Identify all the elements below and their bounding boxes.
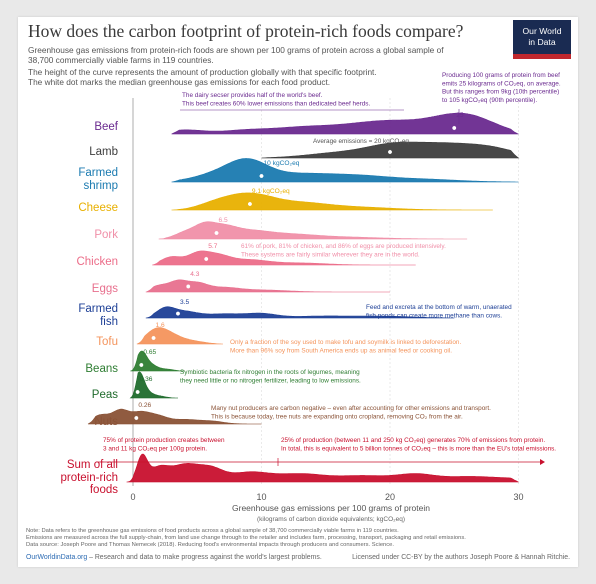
density-curve	[171, 192, 493, 211]
row-label: Eggs	[92, 283, 118, 295]
annotation-tofu: Only a fraction of the soy used to make …	[230, 339, 461, 346]
row-label: Pork	[94, 229, 118, 241]
row-label: foods	[90, 484, 118, 496]
median-label: 0.36	[140, 376, 153, 383]
annotation-beans: they need little or no nitrogen fertiliz…	[180, 377, 361, 384]
median-dot	[203, 256, 209, 262]
subtitle-line: Greenhouse gas emissions from protein-ri…	[28, 45, 444, 55]
row-label: Tofu	[96, 336, 118, 348]
row-label: Sum of all	[67, 459, 118, 471]
x-axis-label: Greenhouse gas emissions per 100 grams o…	[232, 503, 430, 513]
site-tagline: – Research and data to make progress aga…	[87, 554, 322, 561]
annotation-tofu: More than 96% soy from South America end…	[230, 347, 452, 354]
x-tick-label: 10	[256, 492, 266, 502]
sum-range-arrow	[540, 459, 545, 465]
logo-accent-bar	[513, 54, 571, 59]
annotation-pork: These systems are fairly similar whereve…	[241, 251, 420, 258]
row-label: Cheese	[78, 202, 118, 214]
annotation-beans: Symbiotic bacteria fix nitrogen in the r…	[180, 369, 360, 376]
median-dot	[387, 149, 393, 155]
subtitle-line: The white dot marks the median greenhous…	[28, 77, 331, 87]
median-dot	[214, 230, 219, 236]
density-curve	[158, 221, 468, 240]
annotation-beef: emits 25 kilograms of CO₂eq, on average.	[442, 80, 561, 87]
row-label: protein-rich	[60, 472, 118, 484]
footer-note: Data source: Joseph Poore and Thomas Nem…	[26, 542, 395, 548]
median-dot	[185, 284, 191, 289]
annotation-sum-right: 25% of production (between 11 and 250 kg…	[281, 437, 545, 444]
annotation-sum-left: 75% of protein production creates betwee…	[103, 437, 225, 444]
median-dot	[135, 389, 141, 395]
license-text: Licensed under CC-BY by the authors Jose…	[352, 554, 570, 561]
footer-note: Emissions are measured across the full s…	[26, 535, 466, 541]
annotation-beef: But this ranges from 9kg (10th percentil…	[442, 89, 559, 96]
median-dot	[133, 415, 139, 421]
median-label: 0.65	[143, 349, 156, 356]
median-dot	[151, 335, 157, 341]
row-label: Beans	[85, 363, 118, 375]
median-label: 5.7	[208, 243, 217, 250]
density-curve	[171, 112, 519, 135]
median-label: 9.1 kgCO₂eq	[252, 188, 290, 195]
row-label: Farmed	[78, 167, 118, 179]
annotation-fish: Feed and excreta at the bottom of warm, …	[366, 304, 512, 311]
row-label: Chicken	[76, 256, 118, 268]
median-label: 6.5	[219, 217, 228, 224]
median-dot	[138, 362, 144, 368]
median-dot	[259, 173, 264, 179]
subtitle-line: The height of the curve represents the a…	[28, 67, 377, 77]
row-label: Lamb	[89, 146, 118, 158]
owid-logo[interactable]: Our World in Data	[513, 20, 571, 54]
annotation-dairy: This beef creates 60% lower emissions th…	[182, 100, 370, 107]
median-dot	[247, 201, 253, 207]
median-label: 3.5	[180, 299, 189, 306]
annotation-sum-left: 3 and 11 kg CO₂eq per 100g protein.	[103, 445, 207, 452]
logo-line: in Data	[528, 37, 556, 47]
density-curve	[87, 408, 262, 425]
density-curve	[136, 327, 223, 345]
median-dot	[175, 311, 181, 317]
x-tick-label: 0	[130, 492, 135, 502]
median-label: 1.6	[156, 322, 165, 329]
x-axis-sublabel: (kilograms of carbon dioxide equivalents…	[257, 516, 405, 523]
annotation-sum-right: In total, this is equivalent to 5 billio…	[281, 445, 556, 452]
annotation-fish: fish ponds can create more methane than …	[366, 312, 502, 319]
annotation-pork: 61% of pork, 81% of chicken, and 86% of …	[241, 243, 446, 250]
median-dot	[451, 125, 457, 131]
annotation-nuts: This is because today, tree nuts are exp…	[211, 413, 463, 420]
footer-note: Note: Data refers to the greenhouse gas …	[26, 528, 399, 534]
site-link[interactable]: OurWorldinData.org	[26, 554, 88, 561]
annotation-nuts: Many nut producers are carbon negative –…	[211, 405, 491, 412]
row-label: fish	[100, 316, 118, 328]
median-label: 4.3	[190, 271, 199, 278]
annotation-dairy: The dairy secser provides half of the wo…	[182, 92, 323, 99]
density-curve	[145, 306, 455, 319]
row-label: Beef	[94, 121, 118, 133]
median-label: 10 kgCO₂eq	[264, 160, 300, 167]
annotation-beef: to 105 kgCO₂eq (90th percentile).	[442, 97, 537, 104]
density-curve	[145, 279, 390, 293]
density-curve	[171, 158, 519, 183]
footer-credit-row: OurWorldinData.org – Research and data t…	[26, 554, 570, 561]
x-tick-label: 20	[385, 492, 395, 502]
median-label: 25	[456, 112, 464, 119]
row-label: shrimp	[83, 180, 118, 192]
x-tick-label: 30	[513, 492, 523, 502]
density-curve	[126, 453, 519, 483]
density-curve	[130, 350, 185, 372]
logo-line: Our World	[522, 26, 562, 36]
footer-notes: Note: Data refers to the greenhouse gas …	[26, 528, 466, 549]
subtitle-line: 38,700 commercially viable farms in 119 …	[28, 55, 214, 65]
row-label: Farmed	[78, 303, 118, 315]
row-label: Peas	[92, 389, 118, 401]
chart-title: How does the carbon footprint of protein…	[28, 21, 464, 41]
annotation-beef: Producing 100 grams of protein from beef	[442, 72, 560, 79]
annotation-lamb: Average emissions = 20 kgCO₂eq	[313, 138, 409, 145]
median-label: 0.26	[138, 402, 151, 409]
